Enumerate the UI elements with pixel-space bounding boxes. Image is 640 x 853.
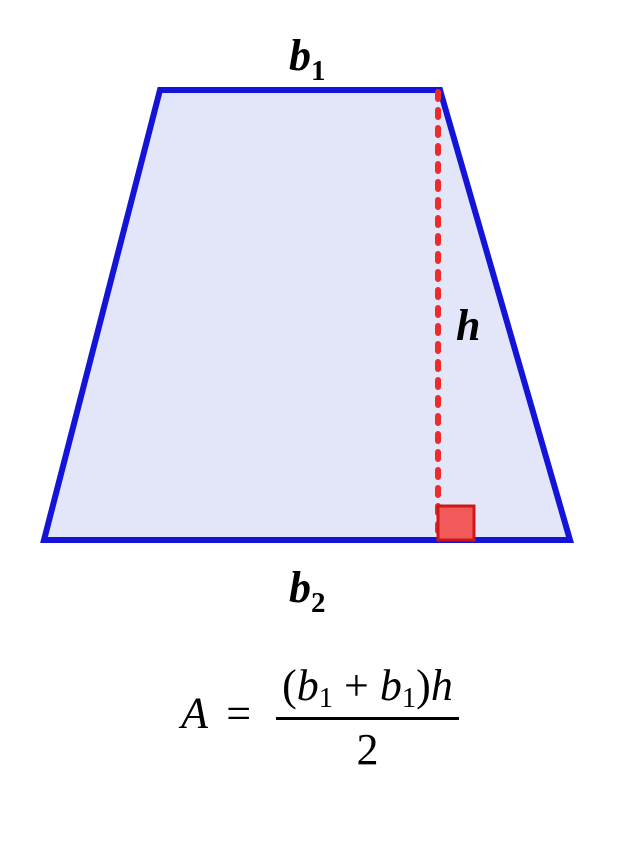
label-b2: b2 — [289, 563, 326, 619]
formula-sub-second: 1 — [402, 683, 416, 714]
formula-b-first: b — [297, 661, 319, 710]
formula-equals: = — [218, 689, 259, 738]
rparen: ) — [416, 661, 431, 710]
formula-plus: + — [344, 661, 369, 710]
label-b1: b1 — [289, 31, 326, 87]
formula-fraction: (b1 + b1)h 2 — [276, 660, 459, 775]
trapezoid-shape — [44, 90, 570, 540]
area-formula: A = (b1 + b1)h 2 — [0, 660, 640, 775]
formula-b-second: b — [380, 661, 402, 710]
lparen: ( — [282, 661, 297, 710]
formula-sub-first: 1 — [319, 683, 333, 714]
trapezoid-diagram: b1 b2 h — [0, 0, 640, 620]
label-h: h — [456, 301, 480, 350]
formula-denominator: 2 — [276, 720, 459, 775]
formula-A: A — [181, 689, 207, 738]
formula-h: h — [431, 661, 453, 710]
formula-numerator: (b1 + b1)h — [276, 660, 459, 720]
right-angle-marker — [438, 506, 474, 540]
